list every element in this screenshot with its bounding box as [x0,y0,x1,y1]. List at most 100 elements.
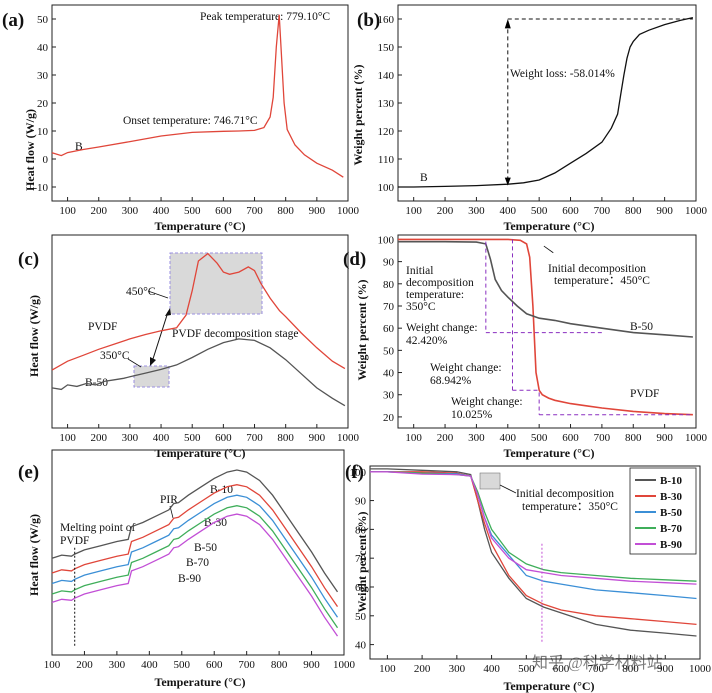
panel-c-pvdf-stage-box [169,252,263,315]
panel-c-xtick-label: 100 [59,432,76,444]
panel-d-450-annotation: Initial decomposition temperature：450°C [548,263,650,287]
panel-b-xtick-label: 900 [656,205,673,217]
panel-d-change-42-annotation: Weight change: 42.420% [406,322,478,347]
panel-f-series-B-30 [370,471,697,626]
panel-a-ytick-label: -10 [33,182,48,194]
panel-b-xtick-label: 1000 [685,205,708,217]
panel-d-xlabel: Temperature (°C) [503,446,594,460]
panel-a-xlabel: Temperature (°C) [154,219,245,233]
panel-a-xtick-label: 100 [59,205,76,217]
panel-d-ylabel: Weight percent (%) [355,279,369,380]
panel-c-pvdf-label: PVDF [88,321,117,333]
panel-b-xtick-label: 600 [562,205,579,217]
panel-c-arrow [151,311,169,363]
panel-a-xtick-label: 200 [90,205,107,217]
panel-c-ylabel: Heat flow (W/g) [27,295,41,377]
panel-c-450-annotation: 450°C [126,286,156,298]
panel-a-xtick-label: 800 [277,205,294,217]
panel-f-xlabel: Temperature (°C) [503,679,594,693]
panel-b-ytick-label: 140 [378,70,395,82]
panel-b-ytick-label: 150 [378,42,395,54]
panel-f-ytick-label: 100 [350,467,367,479]
panel-d-xtick-label: 200 [437,432,454,444]
panel-a-peak-annotation: Peak temperature: 779.10°C [200,11,330,23]
panel-c-xtick-label: 200 [90,432,107,444]
panel-d-frame [397,234,697,429]
panel-c-xtick-label: 700 [246,432,263,444]
panel-a-axes: 100 200 300 400 500 600 700 800 900 1000 -10 0 10 20 3… [33,4,360,217]
panel-d-ytick-label: 20 [383,412,395,424]
panel-d-series-PVDF [398,238,693,416]
panel-b-ytick-label: 130 [378,98,395,110]
panel-f-legend-label-B-50: B-50 [660,507,683,519]
panel-d-xtick-label: 100 [405,432,422,444]
panel-b-label: (b) [357,10,380,31]
panel-c-xtick-label: 300 [122,432,139,444]
panel-e-xtick-label: 300 [109,659,126,671]
panel-b-series-label: B [420,172,428,184]
panel-d-350-annotation: Initial decomposition temperature: 350°C [406,265,474,313]
panel-d-ytick-label: 30 [383,390,395,402]
panel-b-xlabel: Temperature (°C) [503,219,594,233]
panel-e-xlabel: Temperature (°C) [154,675,245,689]
panel-c-series-B-50 [51,338,346,407]
panel-e-ylabel: Heat flow (W/g) [27,514,41,596]
panel-d-ytick-label: 100 [378,234,395,246]
panel-e-series-B-50 [51,494,339,618]
panel-f-series-B-90 [370,471,697,585]
panel-e-melting-annotation: Melting point of PVDF [60,522,136,547]
panel-e-b90-label: B-90 [178,573,201,585]
panel-e-xtick-label: 1000 [333,659,356,671]
panel-f-decomp-annotation: Initial decomposition temperature：350°C [516,488,618,513]
panel-a-ytick-label: 0 [43,154,49,166]
panel-f-xtick-label: 100 [379,663,396,675]
panel-c-xtick-label: 600 [215,432,232,444]
panel-a-xtick-label: 400 [153,205,170,217]
panel-c: (c) Heat flow (W/g) Temperature (°C) 450… [18,249,299,460]
panel-f-legend-label-B-70: B-70 [660,523,683,535]
panel-f-series-B-10 [370,468,697,637]
panel-a-xtick-label: 900 [309,205,326,217]
panel-e-b70-label: B-70 [186,557,209,569]
panel-d-450-leader [543,245,554,254]
panel-d-ytick-label: 80 [383,279,395,291]
panel-b-ylabel: Weight percent (%) [351,64,365,165]
panel-c-xtick-label: 800 [277,432,294,444]
panel-d-xtick-label: 1000 [685,432,708,444]
panel-e-label: (e) [18,462,39,483]
panel-a-series-B [51,14,344,178]
panel-e-xtick-label: 900 [303,659,320,671]
panel-f-xtick-label: 200 [414,663,431,675]
panel-e-b50-label: B-50 [194,542,217,554]
panel-e-series-B-10 [51,469,339,593]
panel-e-xtick-label: 400 [141,659,158,671]
panel-f-ylabel: Weight percent (%) [355,511,369,612]
panel-a-ytick-label: 30 [37,70,49,82]
panel-f-ytick-label: 80 [355,524,367,536]
panel-b-xtick-label: 800 [625,205,642,217]
panel-c-stage-annotation: PVDF decomposition stage [172,328,299,340]
panel-b-weight-loss-annotation: Weight loss: -58.014% [510,68,615,80]
panel-d-xtick-label: 700 [594,432,611,444]
panel-d-xtick-label: 500 [531,432,548,444]
panel-d-xtick-label: 300 [468,432,485,444]
panel-f-axes: 100 200 300 400 500 600 700 800 900 1000 40 50 60 70 8… [350,465,712,675]
panel-a-label: (a) [2,10,24,31]
panel-f-highlight-box [479,472,501,490]
panel-d-change-68-annotation: Weight change: 68.942% [430,362,502,387]
panel-b-axes: 100 200 300 400 500 600 700 800 900 1000 100 110 120… [378,4,708,217]
panel-b-arrow-head-top [504,19,511,29]
panel-d-xtick-label: 400 [500,432,517,444]
panel-a-series-label: B [75,141,83,153]
panel-e-xtick-label: 500 [174,659,191,671]
panel-c-frame [51,234,349,429]
panel-d-label: (d) [343,249,366,270]
panel-a-ytick-label: 50 [37,14,49,26]
plots-layer: 100 200 300 400 500 600 700 800 900 1000 -10 0 10 20 3… [33,4,712,675]
panel-d-ytick-label: 70 [383,301,395,313]
panel-a-xtick-label: 600 [215,205,232,217]
panel-d-ytick-label: 90 [383,257,395,269]
panel-d-series-B-50 [398,240,693,338]
panel-f-legend-label-B-90: B-90 [660,539,683,551]
